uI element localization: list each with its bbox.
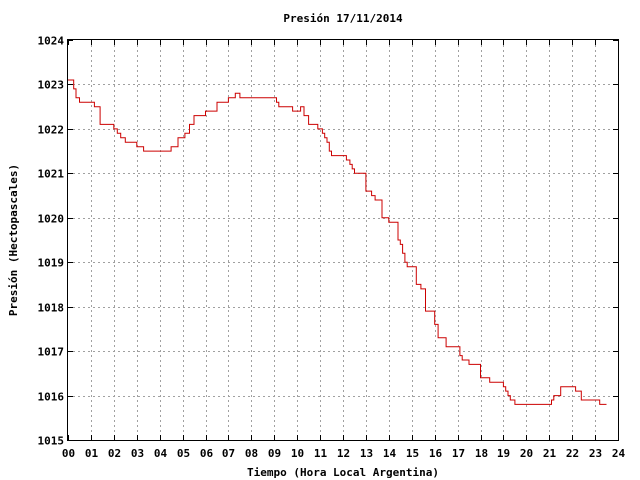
x-tick-label: 11 xyxy=(314,447,328,460)
x-tick-label: 00 xyxy=(62,447,75,460)
x-tick-label: 07 xyxy=(222,447,235,460)
x-axis-label: Tiempo (Hora Local Argentina) xyxy=(247,466,439,479)
x-tick-label: 16 xyxy=(429,447,443,460)
x-tick-label: 06 xyxy=(200,447,214,460)
x-tick-label: 09 xyxy=(268,447,281,460)
plot-frame xyxy=(67,39,619,441)
x-tick-label: 08 xyxy=(245,447,258,460)
x-tick-label: 24 xyxy=(612,447,626,460)
x-tick-label: 17 xyxy=(452,447,465,460)
x-axis: 00 01 02 03 04 05 06 07 08 09 10 11 12 13 14 15 16 17 18 19… xyxy=(62,40,626,460)
x-tick-label: 21 xyxy=(543,447,557,460)
x-tick-label: 23 xyxy=(589,447,602,460)
pressure-series-line xyxy=(68,79,607,405)
y-axis: 1015 1016 1017 1018 1019 1020 1021 1022 1023 1024 xyxy=(38,35,618,448)
y-tick-label: 1019 xyxy=(38,257,65,270)
x-tick-label: 18 xyxy=(475,447,488,460)
y-tick-label: 1015 xyxy=(38,435,65,448)
x-tick-label: 05 xyxy=(177,447,190,460)
grid xyxy=(68,40,618,440)
x-tick-label: 01 xyxy=(85,447,99,460)
y-tick-label: 1020 xyxy=(38,213,65,226)
y-tick-label: 1021 xyxy=(38,168,65,181)
y-tick-label: 1017 xyxy=(38,346,65,359)
y-tick-label: 1018 xyxy=(38,302,65,315)
x-tick-label: 14 xyxy=(383,447,397,460)
x-tick-label: 15 xyxy=(406,447,419,460)
y-tick-label: 1024 xyxy=(38,35,65,48)
x-tick-label: 10 xyxy=(291,447,304,460)
y-tick-label: 1022 xyxy=(38,124,65,137)
y-axis-label: Presión (Hectopascales) xyxy=(7,164,20,316)
x-tick-label: 12 xyxy=(337,447,350,460)
y-tick-label: 1023 xyxy=(38,79,65,92)
x-tick-label: 13 xyxy=(360,447,373,460)
x-tick-label: 22 xyxy=(566,447,579,460)
y-tick-label: 1016 xyxy=(38,391,65,404)
x-tick-label: 20 xyxy=(520,447,533,460)
x-tick-label: 19 xyxy=(497,447,510,460)
x-tick-label: 03 xyxy=(131,447,144,460)
x-tick-label: 04 xyxy=(154,447,168,460)
chart-title: Presión 17/11/2014 xyxy=(283,12,403,25)
x-tick-label: 02 xyxy=(108,447,121,460)
